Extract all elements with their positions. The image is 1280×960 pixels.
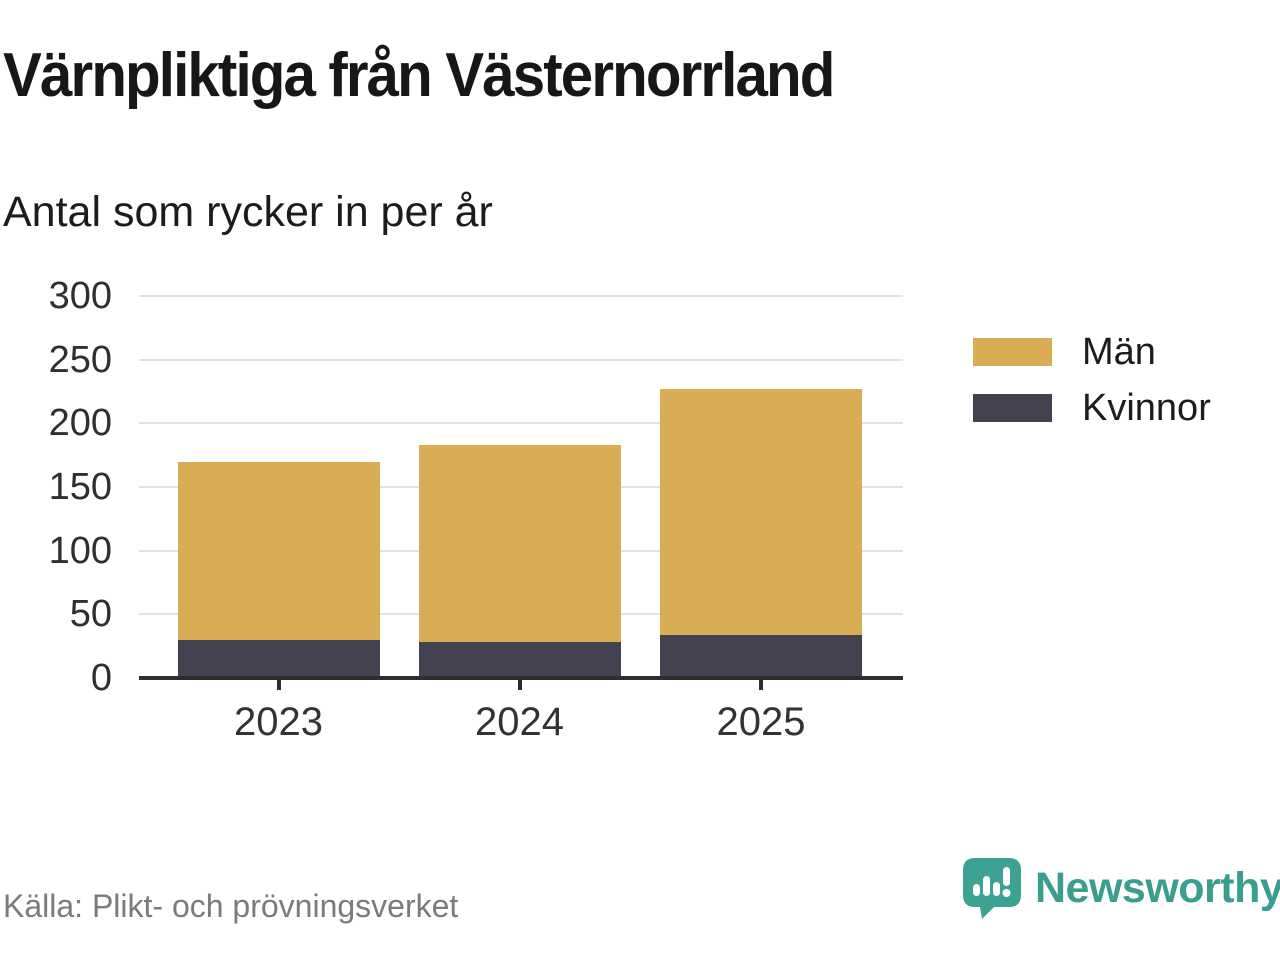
brand-name: Newsworthy (1035, 864, 1280, 912)
brand-footer: Newsworthy (963, 858, 1280, 920)
x-tick-mark-2024 (517, 678, 522, 690)
y-axis-labels: 0 50 100 150 200 250 300 (0, 0, 112, 960)
x-tick-mark-2025 (759, 678, 763, 690)
legend-item-women: Kvinnor (973, 387, 1211, 429)
legend: Män Kvinnor (973, 331, 1211, 450)
y-tick-label-150: 150 (48, 466, 112, 508)
chart-subtitle: Antal som rycker in per år (3, 188, 493, 236)
source-caption: Källa: Plikt- och prövningsverket (3, 888, 459, 924)
x-tick-label-2024: 2024 (475, 700, 564, 744)
x-tick-label-2023: 2023 (234, 700, 323, 744)
bar-2025-women (660, 634, 862, 678)
y-tick-label-100: 100 (48, 529, 112, 572)
legend-label-men: Män (1082, 331, 1156, 373)
bar-chart-plot (139, 295, 903, 690)
legend-item-men: Män (973, 331, 1211, 373)
y-tick-label-200: 200 (48, 402, 112, 445)
bar-2024-men (418, 445, 621, 643)
gridline-250 (139, 358, 903, 361)
y-tick-label-300: 300 (48, 275, 112, 317)
bar-2024-women (418, 642, 621, 678)
x-tick-label-2025: 2025 (716, 700, 806, 744)
x-axis-line (139, 676, 903, 680)
chart-title: Värnpliktiga från Västernorrland (3, 41, 835, 110)
y-tick-label-0: 0 (90, 657, 112, 699)
legend-swatch-women (973, 394, 1052, 422)
bar-2025-men (660, 388, 862, 635)
y-tick-label-250: 250 (48, 338, 112, 381)
bar-2023-women (177, 639, 380, 678)
y-tick-label-50: 50 (69, 593, 112, 636)
bar-2023-men (177, 461, 380, 640)
gridline-200 (139, 422, 903, 425)
legend-label-women: Kvinnor (1082, 387, 1211, 429)
legend-swatch-men (973, 338, 1052, 366)
x-tick-mark-2023 (276, 678, 281, 690)
gridline-300 (139, 295, 903, 297)
newsworthy-logo-icon (963, 858, 1021, 919)
